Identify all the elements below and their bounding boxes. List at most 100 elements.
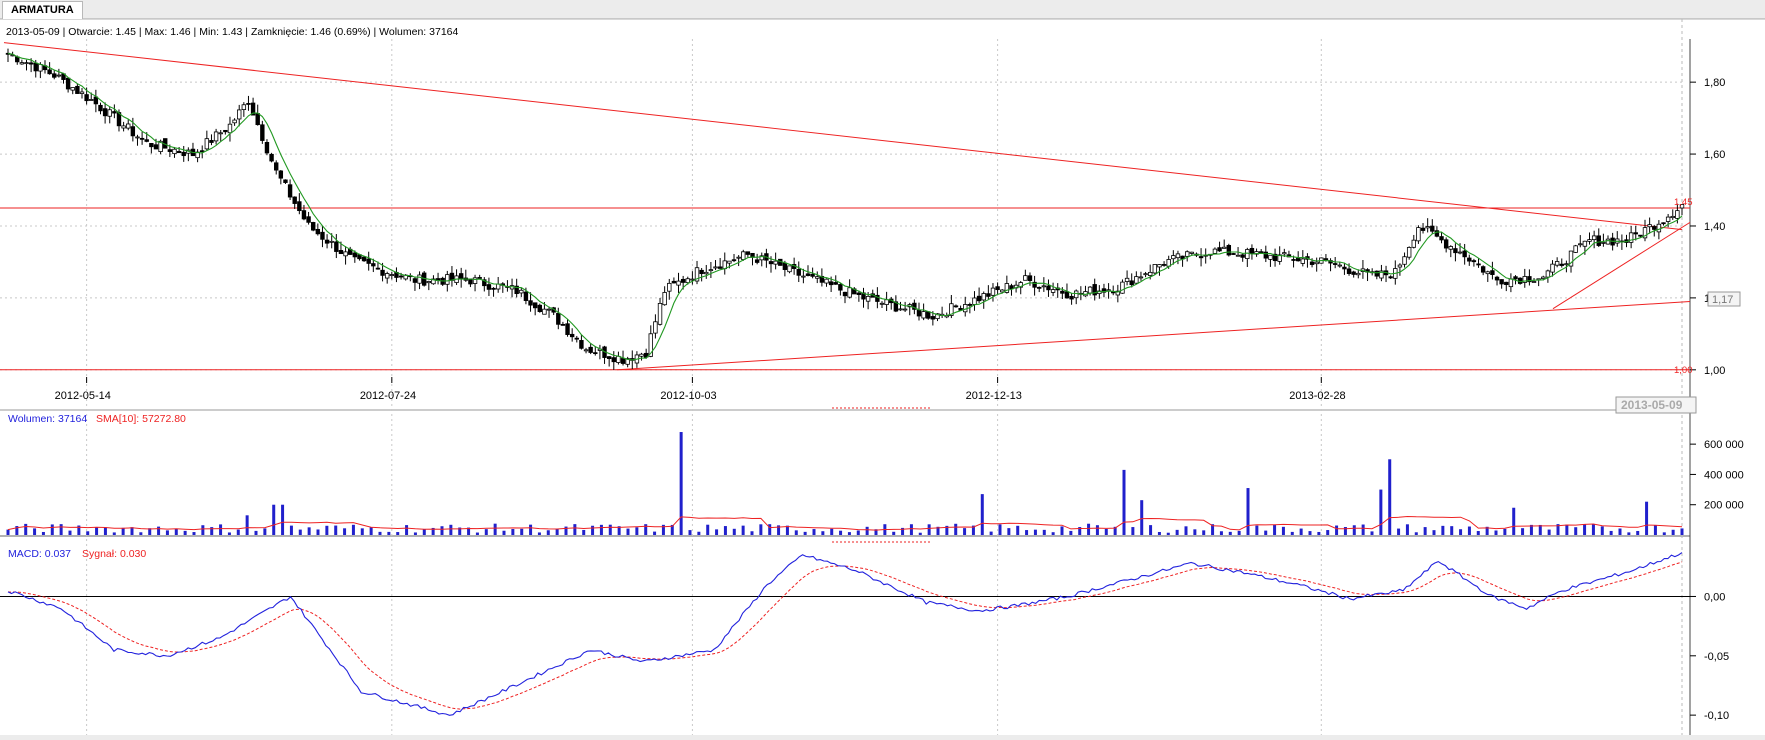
volume-bar [679, 432, 683, 535]
candle-body [1425, 226, 1430, 229]
volume-bar [130, 527, 134, 535]
date-axis-label: 2012-07-24 [360, 390, 416, 402]
candle-body [366, 258, 371, 264]
ohlc-info: 2013-05-09 | Otwarcie: 1.45 | Max: 1.46 … [6, 26, 459, 38]
volume-bar [378, 531, 382, 535]
tab-armatura[interactable]: ARMATURA [2, 1, 83, 19]
volume-bar [661, 524, 665, 535]
macd-axis-label: -0,05 [1704, 651, 1729, 663]
macd-line [7, 552, 1683, 716]
candle-body [287, 184, 293, 198]
volume-bar [95, 527, 99, 535]
volume-bar [15, 526, 19, 535]
candle-body [1439, 236, 1444, 241]
candle-body [1402, 256, 1407, 265]
candle-body [283, 179, 288, 183]
candlesticks[interactable] [5, 48, 1685, 370]
candle-body [28, 62, 34, 65]
volume-bar [608, 524, 612, 535]
candle-body [477, 277, 482, 279]
volume-bar [715, 529, 719, 535]
candle-body [1101, 288, 1107, 293]
candle-body [1476, 263, 1481, 266]
candle-body [1157, 264, 1162, 268]
volume-bar [1175, 529, 1179, 535]
candle-body [1545, 270, 1551, 278]
candle-body [486, 284, 492, 290]
candle-body [1379, 270, 1384, 279]
level-high-tag: 1,45 [1674, 197, 1693, 208]
candle-body [1633, 232, 1638, 235]
candle-body [334, 241, 339, 252]
candle-body [828, 281, 834, 286]
candle-body [981, 293, 986, 301]
candle-body [1263, 251, 1269, 259]
volume-bar [263, 528, 267, 535]
candle-body [311, 222, 316, 231]
current-date-box [1615, 396, 1697, 414]
candle-body [1027, 275, 1033, 282]
candle-body [417, 274, 422, 284]
candle-body [1189, 251, 1195, 254]
ma-line [7, 52, 1683, 361]
candle-body [842, 291, 848, 297]
candle-body [593, 352, 598, 355]
volume-bar [1122, 469, 1126, 535]
candle-body [1152, 264, 1158, 274]
candle-body [292, 196, 297, 204]
volume-bar [591, 525, 595, 535]
candle-body [1032, 281, 1037, 288]
volume-bar [1671, 529, 1675, 535]
candle-body [1018, 282, 1023, 288]
candle-body [1226, 245, 1232, 256]
date-axis-label: 2013-02-28 [1289, 390, 1345, 402]
volume-bar [573, 524, 577, 535]
current-price-box [1707, 291, 1741, 307]
candle-body [1231, 253, 1236, 255]
candle-body [209, 140, 214, 143]
volume-bar [989, 531, 993, 535]
volume-bars[interactable] [6, 432, 1684, 535]
candle-body [1092, 284, 1097, 296]
candle-body [773, 260, 778, 265]
candle-body [694, 267, 700, 282]
candle-body [149, 142, 154, 148]
candle-body [1064, 291, 1070, 299]
candle-body [1212, 248, 1218, 254]
candle-body [565, 323, 570, 335]
candle-body [819, 275, 825, 283]
volume-bar [936, 526, 940, 535]
volume-bar [272, 504, 276, 535]
volume-bar [1025, 530, 1029, 535]
volume-bar [1219, 531, 1223, 535]
candle-body [1420, 227, 1426, 231]
volume-bar [1512, 507, 1516, 535]
candle-body [1351, 271, 1356, 275]
volume-bar [289, 525, 293, 535]
volume-bar [1113, 526, 1117, 535]
volume-bar [227, 532, 231, 535]
candle-body [1314, 261, 1319, 265]
volume-bar [1095, 525, 1099, 535]
volume-bar [1397, 528, 1401, 535]
candle-body [990, 287, 996, 296]
candle-body [1060, 290, 1065, 294]
volume-bar [1149, 525, 1153, 535]
volume-bar [1016, 525, 1020, 535]
candle-body [537, 304, 542, 313]
candle-body [902, 308, 908, 311]
volume-bar [732, 528, 736, 535]
candle-body [657, 303, 663, 325]
candle-body [1143, 273, 1148, 276]
chart-svg[interactable]: 1,801,601,401,201,002012-05-142012-07-24… [0, 18, 1765, 735]
candle-body [1443, 239, 1449, 249]
candle-body [949, 303, 954, 316]
volume-bar [803, 531, 807, 535]
volume-bar [1140, 500, 1144, 535]
volume-bar [617, 526, 621, 535]
volume-bar [201, 525, 205, 535]
candle-body [1527, 276, 1532, 283]
candle-body [52, 73, 57, 78]
candle-body [1295, 258, 1301, 262]
volume-bar [1308, 531, 1312, 535]
